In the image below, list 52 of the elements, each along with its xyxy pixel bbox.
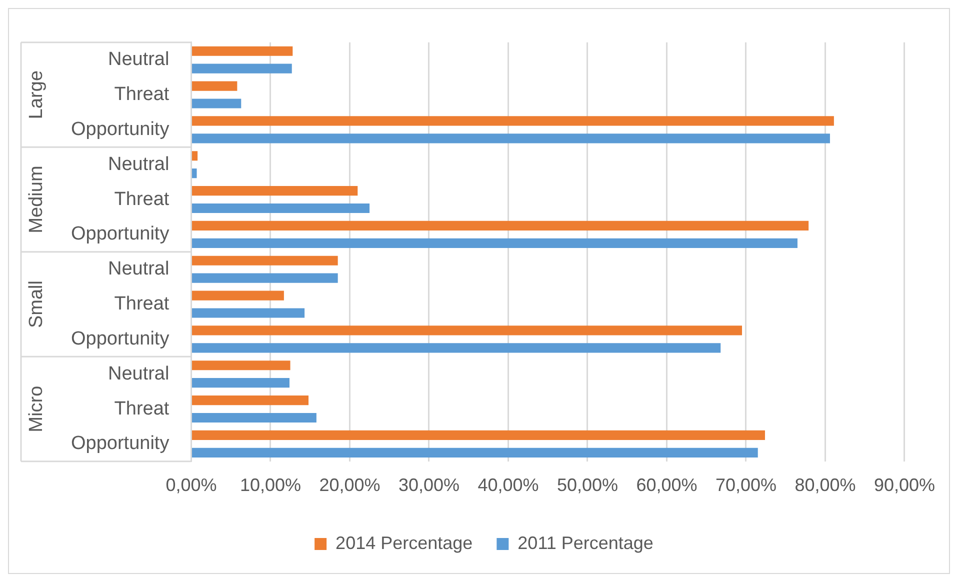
- y-tick-label: Threat: [114, 294, 170, 315]
- x-tick-label: 60,00%: [636, 475, 698, 496]
- x-tick-label: 50,00%: [556, 475, 618, 496]
- bar: [192, 220, 809, 231]
- bar: [192, 81, 238, 91]
- bar: [192, 308, 305, 318]
- bar: [192, 46, 293, 56]
- legend-label: 2014 Percentage: [336, 532, 473, 553]
- text: Small: [26, 280, 48, 328]
- bar: [192, 168, 197, 178]
- bar: [192, 256, 338, 266]
- bar: [192, 151, 198, 161]
- bar: [192, 273, 338, 283]
- bar: [192, 448, 758, 458]
- bar: [192, 64, 292, 74]
- y-tick-label: Opportunity: [70, 328, 170, 350]
- bar: [192, 98, 242, 108]
- bar: [192, 186, 358, 196]
- y-tick-label: Threat: [114, 84, 170, 106]
- bar: [192, 378, 290, 388]
- y-tick-label: Opportunity: [70, 433, 170, 454]
- x-tick-label: 70,00%: [715, 475, 777, 496]
- y-tick-label: Neutral: [108, 363, 170, 384]
- bar: [192, 412, 316, 423]
- x-tick-label: 20,00%: [319, 475, 380, 496]
- y-tick-label: Neutral: [108, 49, 170, 70]
- bar: [192, 134, 830, 144]
- x-tick-label: 10,00%: [240, 475, 301, 496]
- bar: [192, 360, 290, 370]
- bar: [192, 290, 284, 300]
- bar: [192, 203, 370, 214]
- bar: [192, 430, 765, 440]
- y-tick-label: Opportunity: [70, 224, 170, 245]
- y-tick-label: Threat: [114, 188, 170, 210]
- legend-label: 2011 Percentage: [518, 532, 654, 553]
- bar: [192, 238, 798, 248]
- bar: [192, 395, 309, 406]
- y-tick-label: Neutral: [108, 258, 170, 280]
- bar: [192, 116, 834, 126]
- text: Micro: [26, 386, 48, 432]
- text: Large: [26, 70, 48, 120]
- x-tick-label: 30,00%: [398, 475, 460, 496]
- bar: [192, 326, 742, 336]
- x-tick-label: 0,00%: [166, 475, 217, 496]
- x-tick-label: 80,00%: [794, 475, 856, 496]
- y-tick-label: Opportunity: [70, 118, 170, 140]
- x-tick-label: 40,00%: [478, 475, 539, 496]
- text: Medium: [26, 166, 48, 234]
- x-tick-label: 90,00%: [874, 475, 936, 496]
- bar: [192, 343, 721, 353]
- y-tick-label: Neutral: [108, 154, 170, 175]
- y-tick-label: Threat: [114, 398, 170, 420]
